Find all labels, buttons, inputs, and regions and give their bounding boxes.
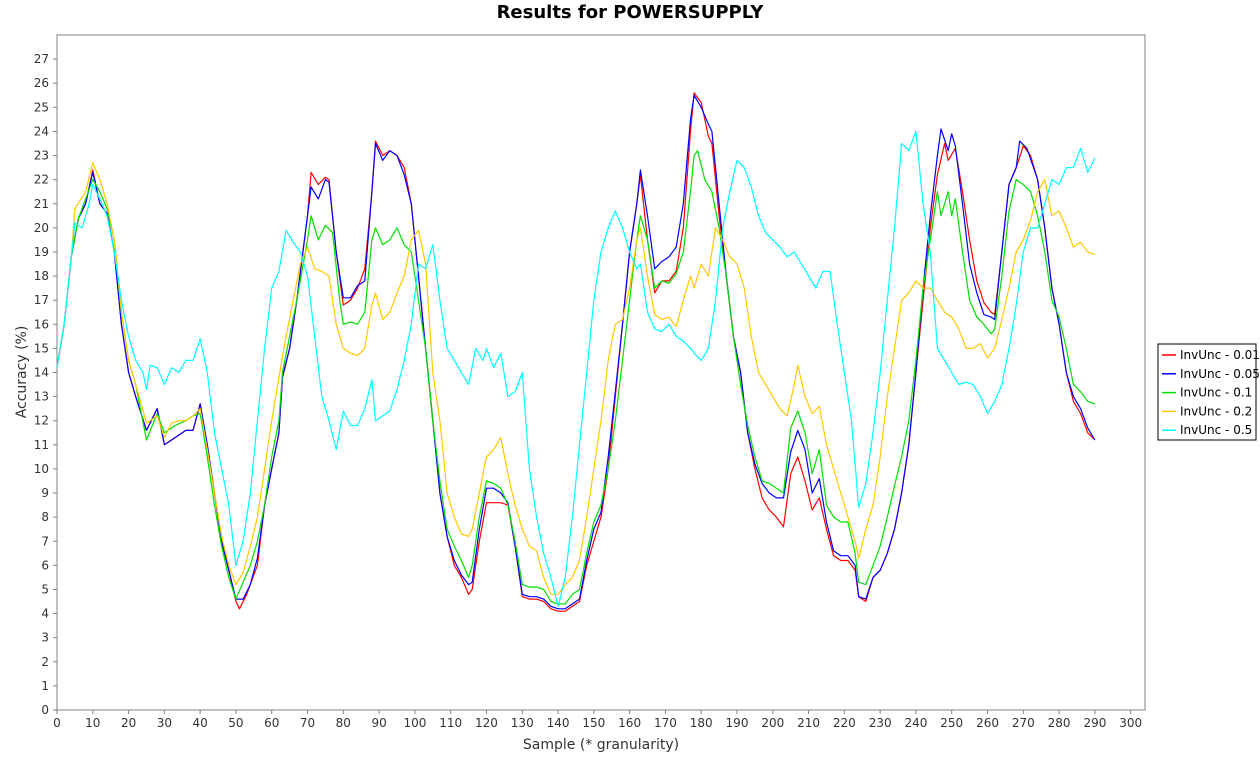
y-tick-label: 10 (34, 462, 49, 476)
y-tick-label: 21 (34, 197, 49, 211)
x-tick-label: 100 (403, 716, 426, 730)
x-tick-label: 300 (1119, 716, 1142, 730)
x-tick-label: 240 (904, 716, 927, 730)
y-tick-label: 24 (34, 124, 49, 138)
y-tick-label: 27 (34, 52, 49, 66)
y-tick-label: 7 (41, 534, 49, 548)
x-tick-label: 110 (439, 716, 462, 730)
series-line-0 (56, 92, 1096, 612)
legend-entry-label: InvUnc - 0.01 (1180, 348, 1260, 362)
y-tick-label: 16 (34, 317, 49, 331)
x-tick-label: 90 (371, 716, 386, 730)
y-tick-label: 20 (34, 221, 49, 235)
y-tick-label: 1 (41, 679, 49, 693)
x-tick-label: 20 (121, 716, 136, 730)
legend-entry-label: InvUnc - 0.5 (1180, 423, 1252, 437)
x-tick-label: 190 (726, 716, 749, 730)
y-tick-label: 23 (34, 149, 49, 163)
series-line-2 (56, 150, 1096, 605)
x-tick-label: 170 (654, 716, 677, 730)
y-tick-label: 0 (41, 703, 49, 717)
series-line-1 (56, 94, 1096, 610)
legend: InvUnc - 0.01 InvUnc - 0.05 InvUnc - 0.1 In… (1157, 343, 1260, 441)
y-tick-label: 12 (34, 414, 49, 428)
x-tick-label: 70 (300, 716, 315, 730)
x-tick-label: 160 (618, 716, 641, 730)
y-tick-label: 26 (34, 76, 49, 90)
series-line-3 (56, 162, 1096, 595)
x-tick-label: 200 (761, 716, 784, 730)
series-line-4 (56, 130, 1096, 607)
y-tick-label: 25 (34, 100, 49, 114)
x-tick-label: 80 (336, 716, 351, 730)
y-tick-label: 9 (41, 486, 49, 500)
x-tick-label: 250 (940, 716, 963, 730)
x-tick-label: 60 (264, 716, 279, 730)
x-axis: 0 10 20 30 40 50 60 70 80 90 100 110 120 130 140 150 160… (53, 710, 1142, 730)
x-tick-label: 130 (511, 716, 534, 730)
legend-entry-label: InvUnc - 0.05 (1180, 367, 1260, 381)
x-tick-label: 210 (797, 716, 820, 730)
y-tick-label: 22 (34, 173, 49, 187)
x-tick-label: 40 (193, 716, 208, 730)
chart-title: Results for POWERSUPPLY (496, 2, 764, 23)
y-tick-label: 11 (34, 438, 49, 452)
x-tick-label: 220 (833, 716, 856, 730)
x-tick-label: 280 (1048, 716, 1071, 730)
y-tick-label: 5 (41, 582, 49, 596)
series-layer (56, 92, 1096, 612)
y-tick-label: 15 (34, 341, 49, 355)
y-tick-label: 2 (41, 655, 49, 669)
y-tick-label: 6 (41, 558, 49, 572)
y-tick-label: 4 (41, 607, 49, 621)
legend-entry-label: InvUnc - 0.1 (1180, 386, 1252, 400)
y-tick-label: 17 (34, 293, 49, 307)
y-tick-label: 18 (34, 269, 49, 283)
legend-entry-label: InvUnc - 0.2 (1180, 404, 1252, 418)
y-tick-label: 14 (34, 366, 49, 380)
x-tick-label: 270 (1012, 716, 1035, 730)
x-tick-label: 30 (157, 716, 172, 730)
y-axis: 0123456789101112131415161718192021222324… (34, 52, 57, 717)
x-tick-label: 230 (869, 716, 892, 730)
x-axis-label: Sample (* granularity) (523, 737, 679, 753)
x-tick-label: 10 (85, 716, 100, 730)
y-axis-label: Accuracy (%) (14, 326, 30, 419)
y-tick-label: 13 (34, 390, 49, 404)
y-tick-label: 19 (34, 245, 49, 259)
x-tick-label: 50 (228, 716, 243, 730)
x-tick-label: 180 (690, 716, 713, 730)
x-tick-label: 290 (1083, 716, 1106, 730)
x-tick-label: 150 (582, 716, 605, 730)
y-tick-label: 3 (41, 631, 49, 645)
x-tick-label: 120 (475, 716, 498, 730)
y-tick-label: 8 (41, 510, 49, 524)
x-tick-label: 0 (53, 716, 61, 730)
x-tick-label: 260 (976, 716, 999, 730)
plot-area (56, 34, 1146, 711)
x-tick-label: 140 (547, 716, 570, 730)
